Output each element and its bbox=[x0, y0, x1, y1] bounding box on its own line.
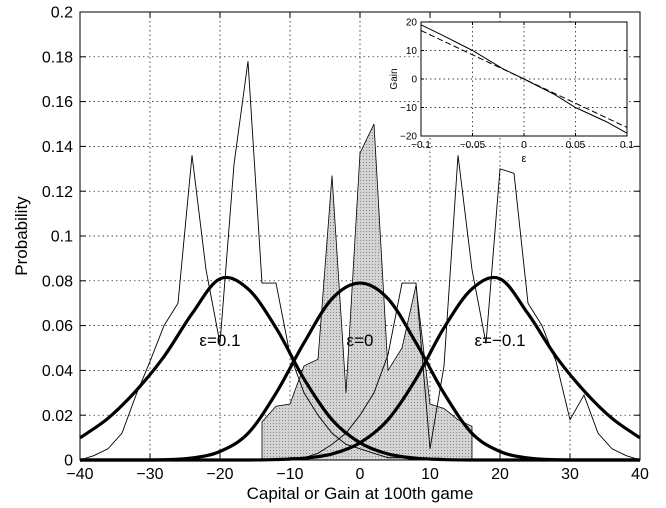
x-tick-label: 0.1 bbox=[620, 140, 634, 151]
y-tick-label: 0.02 bbox=[42, 408, 73, 425]
main-x-tick-labels: −40 −30 −20 −10 0 10 20 30 40 bbox=[66, 466, 649, 483]
x-tick-label: −30 bbox=[136, 466, 163, 483]
main-y-tick-labels: 0 0.02 0.04 0.06 0.08 0.1 0.12 0.14 0.16 0.18 0.2 bbox=[42, 5, 73, 470]
y-tick-label: 0.12 bbox=[42, 184, 73, 201]
y-tick-label: 20 bbox=[406, 18, 418, 29]
x-tick-label: 0.05 bbox=[566, 140, 586, 151]
x-tick-label: 40 bbox=[631, 466, 649, 483]
y-tick-label: −10 bbox=[400, 103, 417, 114]
inset-axes-frame bbox=[420, 21, 628, 137]
y-tick-label: 0.14 bbox=[42, 139, 73, 156]
y-tick-label: 0.04 bbox=[42, 363, 73, 380]
y-tick-label: 10 bbox=[406, 46, 418, 57]
dashed-series-line bbox=[420, 30, 628, 128]
inset-y-axis-label: Gain bbox=[389, 68, 400, 89]
inset-x-tick-labels: −0.1 −0.05 0 0.05 0.1 bbox=[411, 140, 634, 151]
x-tick-label: −20 bbox=[206, 466, 233, 483]
inset-plot-area: −0.1 −0.05 0 0.05 0.1 20 10 0 −10 −20 ε Gain bbox=[389, 18, 634, 166]
x-tick-label: 20 bbox=[491, 466, 509, 483]
curve-label: ε=0 bbox=[347, 331, 374, 350]
x-tick-label: −0.05 bbox=[460, 140, 486, 151]
series-line bbox=[248, 155, 641, 461]
y-tick-label: 0.18 bbox=[42, 49, 73, 66]
x-tick-label: −10 bbox=[276, 466, 303, 483]
y-tick-label: 0 bbox=[64, 453, 73, 470]
y-tick-label: 0.08 bbox=[42, 273, 73, 290]
inset-series bbox=[420, 24, 628, 134]
x-tick-label: −40 bbox=[66, 466, 93, 483]
x-tick-label: 0 bbox=[521, 140, 527, 151]
x-tick-label: 30 bbox=[561, 466, 579, 483]
y-tick-label: 0.2 bbox=[51, 5, 73, 22]
inset-x-axis-label: ε bbox=[522, 153, 527, 165]
y-tick-label: −20 bbox=[400, 132, 417, 143]
main-annotations: ε=0.1 ε=0 ε=−0.1 bbox=[199, 331, 525, 350]
main-axes-frame bbox=[79, 11, 641, 461]
y-tick-label: 0 bbox=[411, 75, 417, 86]
x-tick-label: 10 bbox=[421, 466, 439, 483]
curve-label: ε=−0.1 bbox=[474, 331, 525, 350]
y-tick-label: 0.16 bbox=[42, 94, 73, 111]
main-y-axis-label: Probability bbox=[12, 196, 31, 276]
x-tick-label: 0 bbox=[356, 466, 365, 483]
y-tick-label: 0.1 bbox=[51, 229, 73, 246]
main-x-axis-label: Capital or Gain at 100th game bbox=[247, 484, 474, 503]
inset-y-tick-labels: 20 10 0 −10 −20 bbox=[400, 18, 417, 143]
series-line bbox=[79, 61, 472, 461]
curve-label: ε=0.1 bbox=[199, 331, 240, 350]
y-tick-label: 0.06 bbox=[42, 318, 73, 335]
x-tick-label: −0.1 bbox=[411, 140, 431, 151]
